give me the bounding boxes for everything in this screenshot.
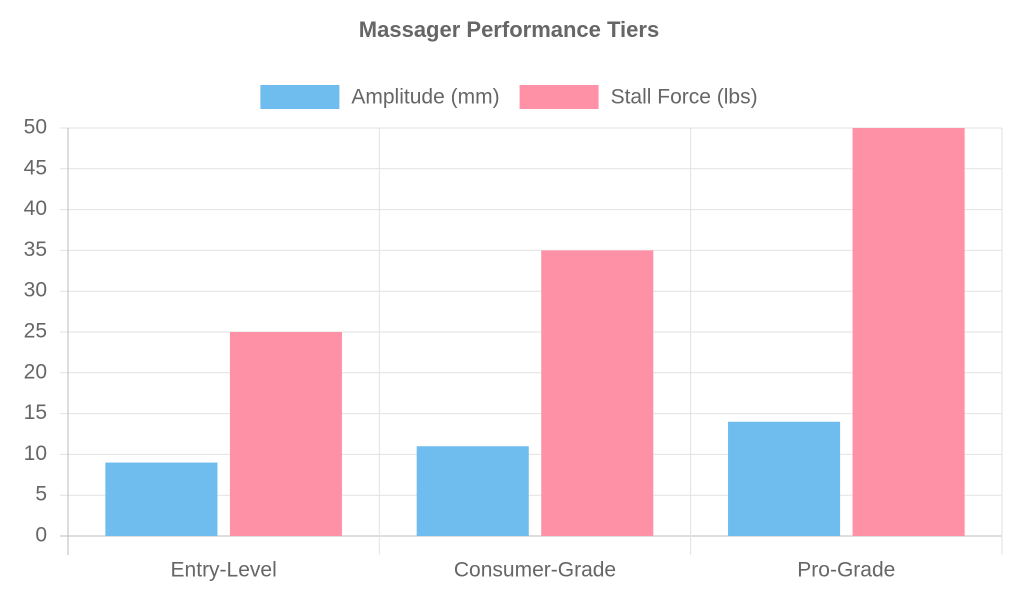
x-tick-label: Consumer-Grade [454,559,616,582]
bar [541,250,654,536]
bar [416,446,529,536]
bar [852,128,965,536]
bar [229,332,342,536]
y-tick-label: 40 [24,197,47,220]
legend-label: Stall Force (lbs) [611,86,758,109]
x-tick-label: Pro-Grade [797,559,895,582]
legend-swatch [519,85,599,109]
y-tick-label: 15 [24,401,47,424]
y-tick-label: 45 [24,156,47,179]
y-tick-label: 25 [24,320,47,343]
bar [728,421,841,536]
y-tick-label: 50 [24,116,47,139]
legend-swatch [260,85,340,109]
chart-title: Massager Performance Tiers [359,17,659,42]
bar [105,462,218,536]
legend-label: Amplitude (mm) [351,86,499,109]
y-tick-label: 20 [24,360,47,383]
y-tick-label: 35 [24,238,47,261]
x-tick-label: Entry-Level [171,559,277,582]
y-tick-label: 30 [24,279,47,302]
y-tick-label: 10 [24,442,47,465]
y-tick-label: 0 [35,524,47,547]
y-tick-label: 5 [35,483,47,506]
